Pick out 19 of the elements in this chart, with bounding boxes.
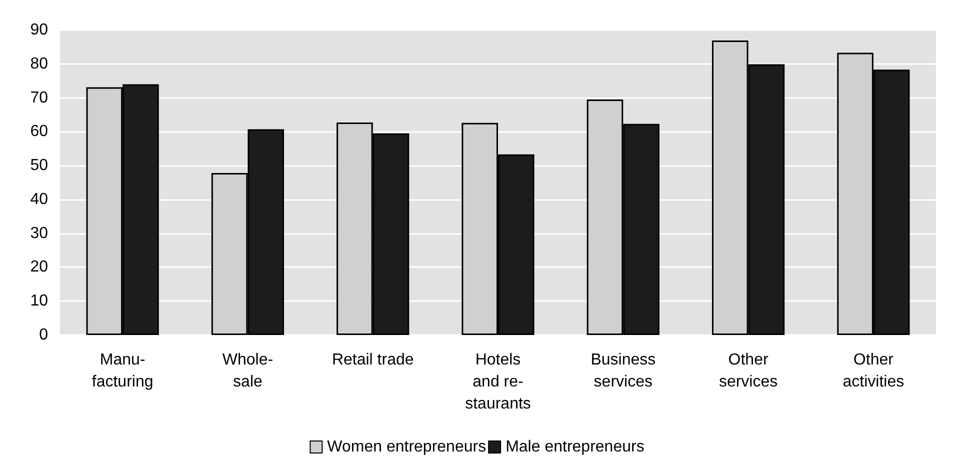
x-tick-label: Other activities: [842, 352, 904, 390]
y-tick-label: 80: [30, 55, 48, 72]
y-tick-label: 0: [39, 326, 48, 344]
y-tick-label: 50: [30, 157, 48, 174]
y-tick-label: 40: [30, 190, 48, 208]
y-tick-label: 10: [30, 292, 48, 310]
y-tick-label: 60: [30, 123, 48, 140]
y-tick-label: 70: [30, 89, 48, 106]
x-tick-label: Business services: [590, 352, 656, 390]
x-tick-label: Whole- sale: [222, 352, 274, 390]
x-tick-label: Hotels and re- staurants: [465, 352, 531, 412]
legend-label: Women entrepreneurs: [327, 438, 486, 456]
x-tick-label: Other services: [718, 352, 778, 390]
legend-label: Male entrepreneurs: [506, 438, 644, 456]
y-tick-label: 20: [30, 258, 48, 276]
x-tick-label: Retail trade: [332, 352, 414, 368]
y-tick-label: 90: [30, 22, 48, 38]
x-tick-label: Manu- facturing: [92, 352, 154, 390]
y-tick-label: 30: [30, 224, 48, 242]
